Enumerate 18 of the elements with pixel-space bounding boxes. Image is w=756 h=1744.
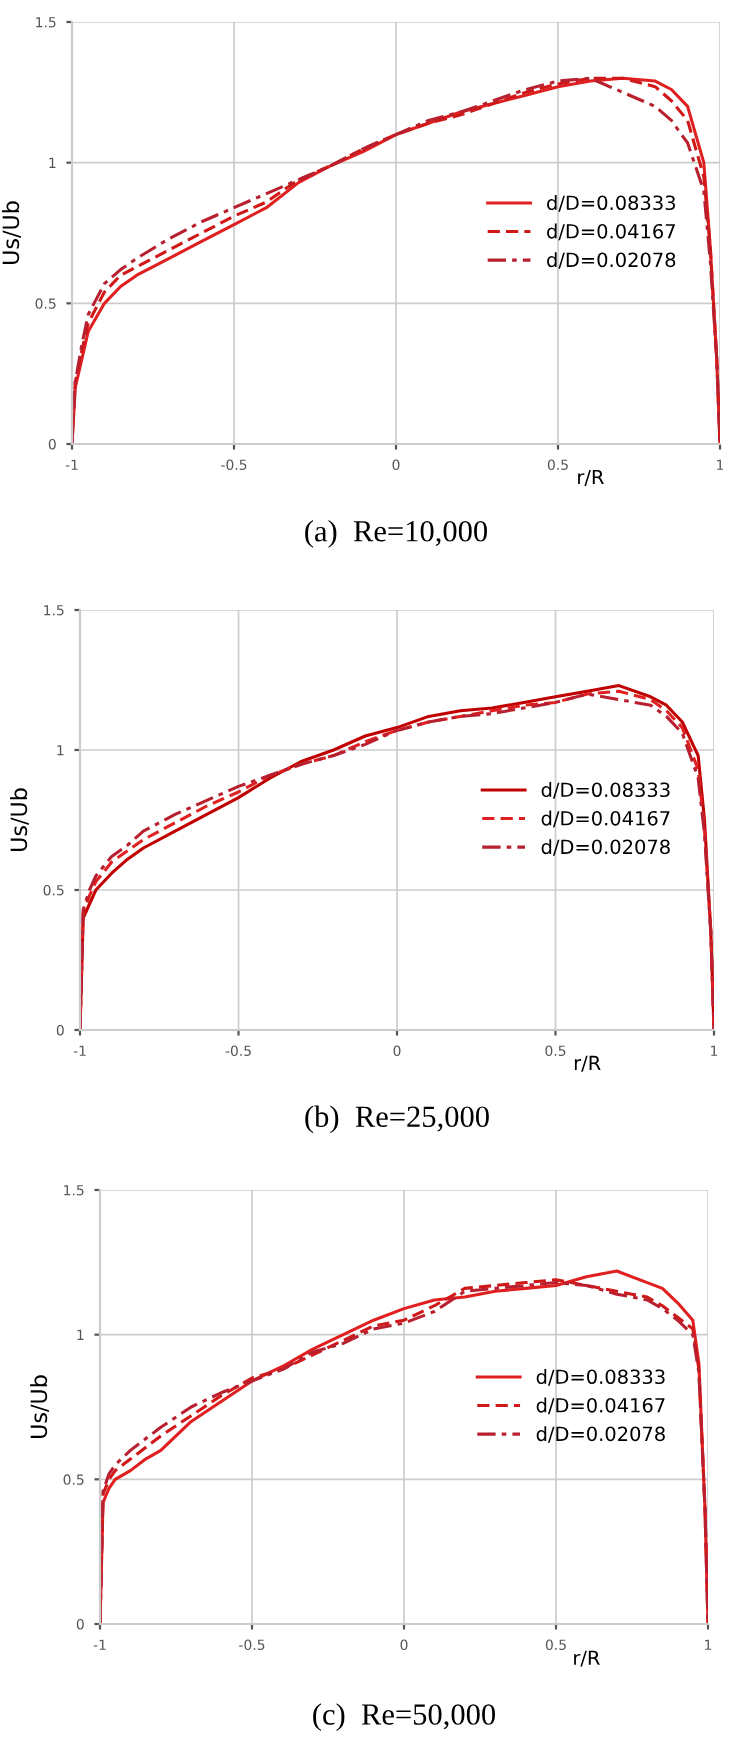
legend-label: d/D=0.04167 [541, 810, 670, 828]
legend-label: d/D=0.08333 [541, 782, 670, 799]
legend-label: d/D=0.04167 [547, 223, 675, 241]
legend-label: d/D=0.02078 [536, 1426, 665, 1443]
y-axis-title: Us/Ub [10, 788, 29, 851]
legend-label: d/D=0.02078 [541, 839, 670, 856]
y-axis-title: Us/Ub [30, 1375, 49, 1438]
text: (a) Re=10,000 [305, 520, 488, 548]
text: (c) Re=50,000 [313, 1703, 496, 1732]
legend-label: d/D=0.08333 [536, 1369, 665, 1386]
legend-label: d/D=0.02078 [547, 252, 676, 269]
legend-label: d/D=0.04167 [536, 1397, 665, 1415]
text: (b) Re=25,000 [305, 1105, 489, 1134]
legend-label: d/D=0.08333 [547, 195, 676, 212]
x-axis-title: r/R [574, 1055, 601, 1072]
x-axis-title: r/R [578, 469, 604, 486]
x-axis-title: r/R [574, 1650, 600, 1667]
y-axis-title: Us/Ub [2, 201, 21, 264]
